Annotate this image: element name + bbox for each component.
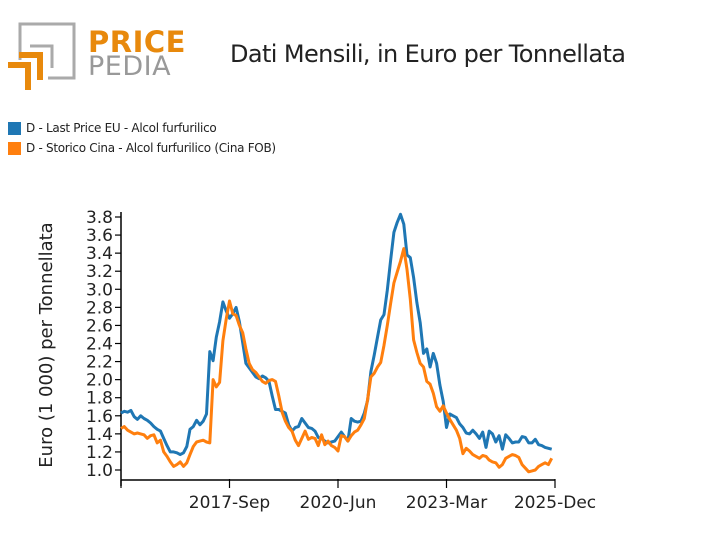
y-tick-label: 2.0 bbox=[86, 371, 113, 391]
x-axis: 2017-Sep 2020-Jun 2023-Mar 2025-Dec bbox=[120, 479, 596, 513]
legend-swatch-eu bbox=[8, 121, 21, 135]
logo-mark-icon bbox=[8, 22, 76, 90]
series-lines bbox=[120, 212, 554, 474]
x-tick-label: 2025-Dec bbox=[514, 493, 596, 513]
logo-word-price: PRICE bbox=[88, 25, 186, 59]
legend-label-cina: D - Storico Cina - Alcol furfurilico (Ci… bbox=[26, 141, 276, 155]
chart-title: Dati Mensili, in Euro per Tonnellata bbox=[230, 40, 626, 68]
legend-item-eu[interactable]: D - Last Price EU - Alcol furfurilico bbox=[8, 118, 276, 138]
series-line-last-price-eu bbox=[120, 212, 553, 457]
y-tick-label: 3.4 bbox=[86, 244, 113, 264]
y-tick-label: 1.2 bbox=[86, 443, 113, 463]
legend: D - Last Price EU - Alcol furfurilico D … bbox=[8, 118, 276, 158]
logo-word-pedia: PEDIA bbox=[88, 51, 172, 82]
x-tick-label: 2020-Jun bbox=[300, 493, 377, 513]
legend-swatch-cina bbox=[8, 141, 21, 155]
y-tick-label: 3.0 bbox=[86, 280, 113, 300]
legend-item-cina[interactable]: D - Storico Cina - Alcol furfurilico (Ci… bbox=[8, 138, 276, 158]
series-line-storico-cina bbox=[120, 247, 554, 474]
y-tick-label: 1.0 bbox=[86, 461, 113, 481]
legend-label-eu: D - Last Price EU - Alcol furfurilico bbox=[26, 121, 217, 135]
y-tick-label: 3.2 bbox=[86, 262, 113, 282]
y-axis-label: Euro (1 000) per Tonnellata bbox=[36, 222, 57, 467]
x-tick-label: 2023-Mar bbox=[406, 493, 487, 513]
y-tick-label: 3.8 bbox=[86, 208, 113, 228]
y-tick-label: 2.8 bbox=[86, 298, 113, 318]
y-tick-label: 3.6 bbox=[86, 226, 113, 246]
x-tick-label: 2017-Sep bbox=[189, 493, 270, 513]
y-tick-label: 1.8 bbox=[86, 389, 113, 409]
y-tick-label: 1.4 bbox=[86, 425, 113, 445]
pricepedia-logo: PRICE PEDIA bbox=[8, 22, 185, 92]
y-tick-label: 1.6 bbox=[86, 407, 113, 427]
y-tick-label: 2.4 bbox=[86, 335, 113, 355]
y-axis: 1.01.21.41.61.82.02.22.42.62.83.03.23.43… bbox=[86, 208, 122, 486]
y-tick-label: 2.6 bbox=[86, 316, 113, 336]
y-tick-label: 2.2 bbox=[86, 353, 113, 373]
